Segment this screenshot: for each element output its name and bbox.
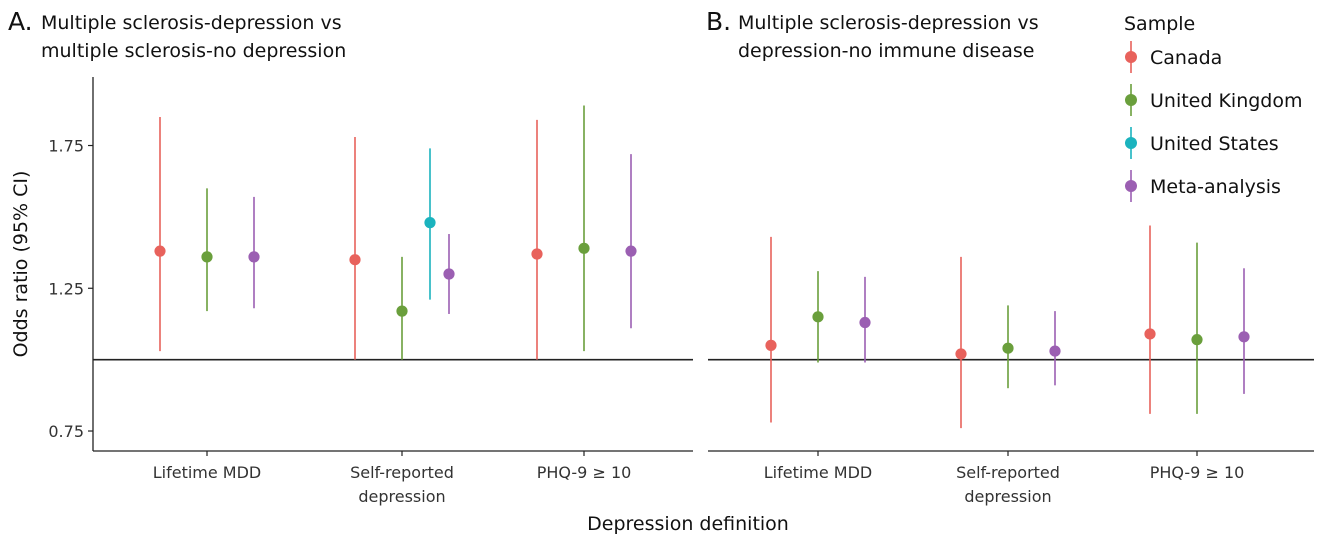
- legend-item-label: Meta-analysis: [1150, 176, 1281, 198]
- panel-b-plot-area: [708, 225, 1314, 452]
- panel-b: B. Multiple sclerosis-depression vs depr…: [706, 7, 1314, 506]
- odds-ratio-point: [248, 251, 260, 263]
- panel-a-title-line-2: multiple sclerosis-no depression: [41, 40, 346, 62]
- panel-a-title-line-1: Multiple sclerosis-depression vs: [41, 12, 342, 34]
- x-tick-label: Self-reported: [956, 463, 1060, 482]
- x-tick-label: depression: [964, 487, 1051, 506]
- x-axis-label: Depression definition: [587, 513, 789, 535]
- y-tick-label: 1.75: [48, 137, 84, 156]
- panel-a-plot-area: [92, 77, 693, 452]
- panel-b-letter: B.: [706, 7, 731, 36]
- x-tick-label: Lifetime MDD: [764, 463, 873, 482]
- legend-item-label: United States: [1150, 133, 1279, 155]
- x-tick-label: depression: [358, 487, 445, 506]
- panel-b-x-axis-ticks: Lifetime MDD Self-reported depression PHQ-9…: [764, 451, 1245, 506]
- odds-ratio-point: [955, 348, 967, 360]
- odds-ratio-point: [531, 248, 543, 260]
- x-tick-label: Lifetime MDD: [153, 463, 262, 482]
- panel-a-x-axis-ticks: Lifetime MDD Self-reported depression PHQ-9…: [153, 451, 632, 506]
- odds-ratio-point: [1049, 345, 1061, 357]
- legend-key-dot: [1125, 94, 1137, 106]
- x-tick-label: PHQ-9 ≥ 10: [537, 463, 632, 482]
- y-tick-label: 1.25: [48, 279, 84, 298]
- odds-ratio-point: [1191, 334, 1203, 346]
- legend-key-dot: [1125, 51, 1137, 63]
- legend: Sample Canada United Kingdom United States…: [1124, 13, 1303, 202]
- odds-ratio-point: [349, 254, 361, 266]
- odds-ratio-point: [859, 316, 871, 329]
- y-axis-label: Odds ratio (95% CI): [10, 171, 32, 358]
- legend-key-dot: [1125, 180, 1137, 192]
- odds-ratio-point: [424, 217, 436, 229]
- x-tick-label: Self-reported: [350, 463, 454, 482]
- odds-ratio-point: [1002, 342, 1014, 354]
- y-tick-label: 0.75: [48, 422, 84, 441]
- odds-ratio-point: [1144, 328, 1156, 340]
- legend-key-dot: [1125, 137, 1137, 149]
- odds-ratio-point: [578, 242, 590, 254]
- odds-ratio-point: [812, 311, 824, 323]
- odds-ratio-point: [1238, 331, 1250, 343]
- panel-b-title-line-1: Multiple sclerosis-depression vs: [738, 12, 1039, 34]
- odds-ratio-point: [396, 305, 408, 317]
- panel-b-title-line-2: depression-no immune disease: [738, 40, 1034, 62]
- legend-item-label: United Kingdom: [1150, 90, 1303, 112]
- odds-ratio-point: [201, 251, 213, 263]
- panel-a: A. Multiple sclerosis-depression vs mult…: [8, 7, 693, 506]
- legend-title: Sample: [1124, 13, 1195, 35]
- panel-a-letter: A.: [8, 7, 33, 36]
- odds-ratio-point: [443, 268, 455, 280]
- odds-ratio-point: [765, 339, 777, 351]
- panel-a-y-axis-ticks: 0.75 1.25 1.75: [48, 137, 93, 441]
- odds-ratio-point: [154, 245, 166, 257]
- odds-ratio-point: [625, 245, 637, 257]
- legend-item-label: Canada: [1150, 47, 1222, 69]
- x-tick-label: PHQ-9 ≥ 10: [1150, 463, 1245, 482]
